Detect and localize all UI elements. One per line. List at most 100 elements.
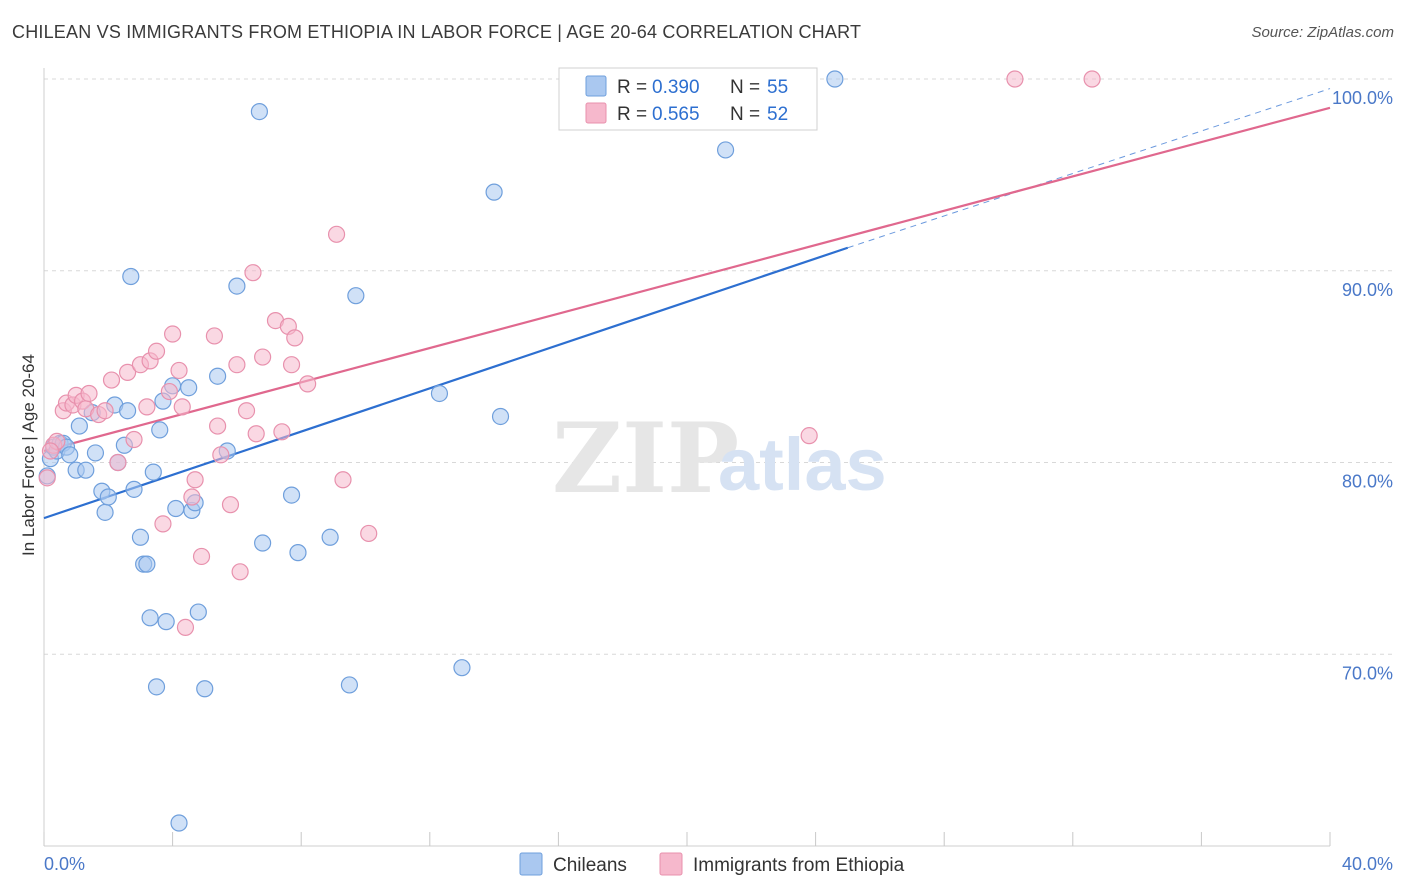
ethiopia-point [125, 430, 143, 449]
chileans-point [125, 480, 143, 498]
chileans-point [70, 417, 88, 435]
x-tick-labels: 0.0% 40.0% [44, 854, 1393, 874]
chileans-point [147, 678, 166, 696]
chileans-point [485, 183, 503, 201]
ethiopia-point [228, 356, 246, 374]
chileans-point [289, 544, 307, 562]
ethiopia-point [221, 496, 240, 514]
ethiopia-point [205, 327, 223, 345]
chileans-trend-extension [847, 88, 1331, 249]
chileans-point [189, 603, 207, 621]
chileans-point [131, 528, 150, 546]
watermark: ZIP atlas [552, 402, 887, 515]
y-tick-labels: 70.0% 80.0% 90.0% 100.0% [1332, 88, 1393, 683]
ethiopia-point [273, 423, 291, 441]
chileans-point [209, 367, 227, 385]
ethiopia-point [183, 488, 201, 506]
chileans-point [138, 555, 156, 573]
ethiopia-point [173, 398, 191, 416]
chileans-point [77, 461, 95, 479]
x-tick-label-max: 40.0% [1342, 854, 1393, 874]
ethiopia-point [327, 225, 346, 243]
legend-swatch-ethiopia [585, 102, 607, 124]
ethiopia-point [38, 469, 56, 487]
ethiopia-point [170, 361, 188, 380]
ethiopia-point [80, 384, 98, 403]
bottom-legend-label-ethiopia: Immigrants from Ethiopia [693, 855, 905, 876]
ethiopia-point [138, 398, 156, 416]
ethiopia-trend-line [43, 106, 1331, 453]
ethiopia-point [160, 382, 178, 401]
legend-n-value-ethiopia: 52 [767, 104, 788, 125]
chileans-point [86, 444, 105, 462]
y-axis-title: In Labor Force | Age 20-64 [19, 354, 38, 556]
chileans-point [250, 102, 269, 121]
chileans-point [196, 680, 214, 698]
chileans-point [282, 486, 301, 504]
legend-swatch-chileans [585, 75, 607, 97]
ethiopia-point [254, 348, 272, 366]
ethiopia-point [102, 371, 121, 389]
chileans-point [491, 407, 510, 426]
ethiopia-point [164, 325, 182, 343]
legend-n-label-ethiopia: N = [730, 104, 760, 125]
y-tick-label: 80.0% [1342, 472, 1393, 492]
chileans-point [430, 384, 449, 403]
chileans-point [453, 659, 471, 677]
watermark-zip: ZIP [552, 402, 739, 515]
ethiopia-point [237, 402, 256, 420]
ethiopia-point [360, 524, 378, 543]
source-credit: Source: ZipAtlas.com [1251, 24, 1394, 41]
trend-lines [43, 88, 1331, 520]
chileans-point [99, 488, 117, 506]
ethiopia-point [96, 402, 114, 420]
y-tick-label: 70.0% [1342, 663, 1393, 683]
chileans-point [141, 609, 159, 627]
ethiopia-point [286, 329, 304, 347]
y-tick-label: 100.0% [1332, 88, 1393, 108]
legend-top: R = 0.390 N = 55 R = 0.565 N = 52 [558, 67, 818, 131]
chileans-point [347, 287, 365, 305]
series-ethiopia-points [38, 70, 1101, 637]
chileans-point [61, 446, 79, 464]
legend-n-value-chileans: 55 [767, 77, 788, 98]
ethiopia-point [282, 356, 301, 374]
ethiopia-point [154, 515, 172, 533]
ethiopia-point [186, 471, 204, 489]
legend-r-label-ethiopia: R = [617, 104, 647, 125]
bottom-legend-swatch-ethiopia [659, 852, 683, 876]
chileans-point [826, 70, 844, 88]
legend-r-value-ethiopia: 0.565 [652, 104, 700, 125]
ethiopia-point [41, 442, 60, 460]
chileans-point [151, 421, 169, 439]
ethiopia-point [247, 425, 265, 443]
ethiopia-point [109, 453, 127, 472]
chart-title: CHILEAN VS IMMIGRANTS FROM ETHIOPIA IN L… [12, 22, 862, 42]
chileans-point [170, 814, 188, 832]
ethiopia-point [176, 618, 195, 637]
chileans-point [157, 613, 175, 631]
ethiopia-point [800, 427, 818, 445]
legend-n-label-chileans: N = [730, 77, 760, 98]
chileans-point [716, 141, 735, 159]
legend-r-value-chileans: 0.390 [652, 77, 700, 98]
chileans-point [167, 499, 185, 518]
ethiopia-point [299, 375, 317, 393]
chileans-point [228, 277, 246, 295]
chileans-point [321, 528, 339, 546]
ethiopia-point [1083, 70, 1101, 88]
bottom-legend-label-chileans: Chileans [553, 855, 627, 876]
chileans-point [144, 463, 162, 481]
bottom-legend-swatch-chileans [519, 852, 543, 876]
ethiopia-point [244, 264, 262, 282]
ethiopia-point [1006, 70, 1024, 88]
chileans-point [96, 503, 114, 521]
ethiopia-point [209, 417, 227, 435]
y-tick-label: 90.0% [1342, 280, 1393, 300]
ethiopia-point [334, 471, 352, 489]
chileans-point [254, 534, 272, 552]
chileans-point [122, 267, 140, 286]
chileans-point [118, 402, 137, 420]
chileans-point [340, 676, 359, 694]
